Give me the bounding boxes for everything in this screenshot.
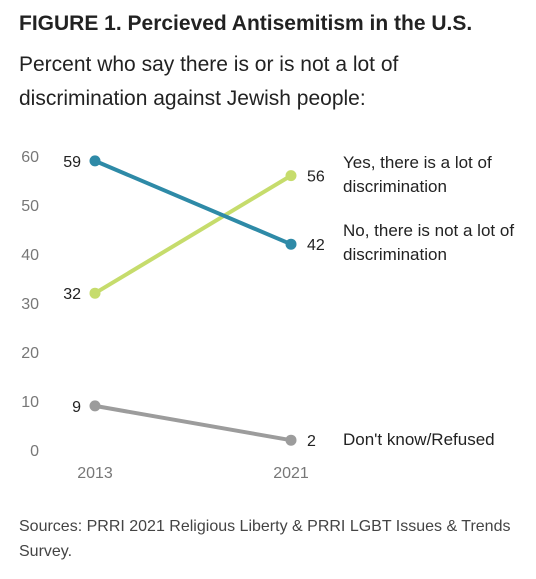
y-tick-label: 60 [21,149,39,166]
data-point [89,155,101,167]
x-tick-label: 2021 [273,465,309,482]
data-point [285,434,297,446]
y-tick-label: 50 [21,198,39,215]
chart-subtitle: Percent who say there is or is not a lot… [19,53,399,110]
line-chart: 0 10 20 30 40 50 60 2013 2021 32 56 59 42 9 2 [21,149,325,482]
data-label: 59 [63,154,81,171]
series-label: No, there is not a lot of discrimination [343,221,515,265]
data-point [285,170,297,182]
series-line [93,158,293,247]
data-label: 32 [63,286,81,303]
chart-title: FIGURE 1. Percieved Antisemitism in the … [19,12,473,35]
data-point [89,287,101,299]
series-line [93,403,293,443]
y-tick-label: 0 [30,443,39,460]
series-line [93,173,293,296]
y-tick-label: 10 [21,394,39,411]
x-tick-label: 2013 [77,465,113,482]
source-note: Sources: PRRI 2021 Religious Liberty & P… [19,518,511,560]
y-tick-label: 30 [21,296,39,313]
y-tick-label: 40 [21,247,39,264]
y-tick-label: 20 [21,345,39,362]
data-point [89,400,101,412]
data-label: 42 [307,237,325,254]
data-label: 9 [72,399,81,416]
series-label: Yes, there is a lot of discrimination [343,152,492,196]
data-label: 56 [307,169,325,186]
data-label: 2 [307,433,316,450]
series-label: Don't know/Refused [343,430,495,450]
data-point [285,238,297,250]
